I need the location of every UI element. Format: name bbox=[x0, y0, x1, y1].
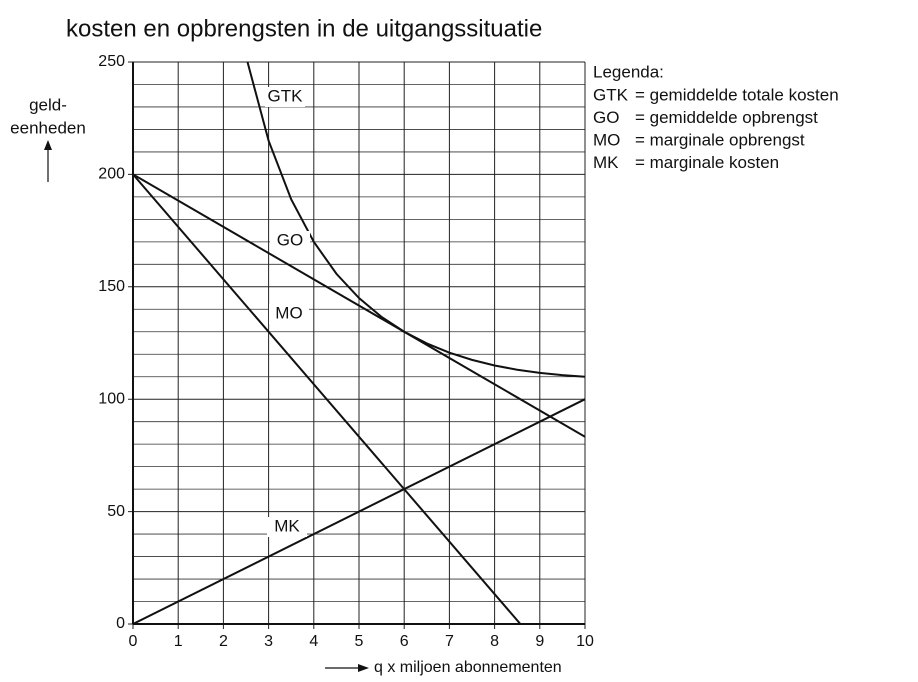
x-tick-label: 5 bbox=[355, 633, 364, 650]
series-label: MK bbox=[274, 516, 300, 535]
x-axis-label: q x miljoen abonnementen bbox=[374, 659, 562, 676]
chart-title: kosten en opbrengsten in de uitgangssitu… bbox=[66, 15, 542, 42]
x-tick-label: 4 bbox=[309, 633, 318, 650]
legend-text: = gemiddelde totale kosten bbox=[635, 85, 839, 104]
x-tick-label: 0 bbox=[129, 633, 138, 650]
x-arrow-head bbox=[358, 664, 369, 672]
series-label-bg bbox=[267, 517, 307, 537]
series-label: GTK bbox=[268, 86, 304, 105]
y-tick-label: 100 bbox=[98, 390, 125, 407]
x-tick-label: 6 bbox=[400, 633, 409, 650]
series-line bbox=[133, 173, 585, 438]
series-label: MO bbox=[275, 303, 302, 322]
series-label-bg bbox=[270, 231, 310, 251]
legend-label: GTK bbox=[593, 85, 629, 104]
y-tick-label: 200 bbox=[98, 166, 125, 183]
legend-text: = marginale kosten bbox=[635, 153, 779, 172]
series-label: GO bbox=[277, 230, 303, 249]
legend-text: = marginale opbrengst bbox=[635, 130, 805, 149]
y-arrow-head bbox=[44, 140, 52, 150]
y-tick-label: 50 bbox=[107, 503, 125, 520]
series-line bbox=[133, 398, 585, 624]
x-tick-label: 8 bbox=[490, 633, 499, 650]
x-tick-label: 1 bbox=[174, 633, 183, 650]
series-label-bg bbox=[265, 87, 305, 107]
legend-label: MK bbox=[593, 153, 619, 172]
legend-text: = gemiddelde opbrengst bbox=[635, 108, 818, 127]
legend-label: MO bbox=[593, 130, 620, 149]
x-tick-label: 10 bbox=[576, 633, 594, 650]
x-tick-label: 7 bbox=[445, 633, 454, 650]
x-tick-label: 9 bbox=[535, 633, 544, 650]
x-tick-label: 2 bbox=[219, 633, 228, 650]
y-tick-label: 150 bbox=[98, 278, 125, 295]
y-tick-label: 250 bbox=[98, 53, 125, 70]
y-axis-label: eenheden bbox=[10, 118, 86, 137]
series-line bbox=[133, 173, 522, 624]
x-tick-label: 3 bbox=[264, 633, 273, 650]
y-tick-label: 0 bbox=[116, 615, 125, 632]
legend-label: GO bbox=[593, 108, 619, 127]
series-label-bg bbox=[269, 304, 309, 324]
y-axis-label: geld- bbox=[29, 95, 67, 114]
legend-title: Legenda: bbox=[593, 62, 664, 81]
